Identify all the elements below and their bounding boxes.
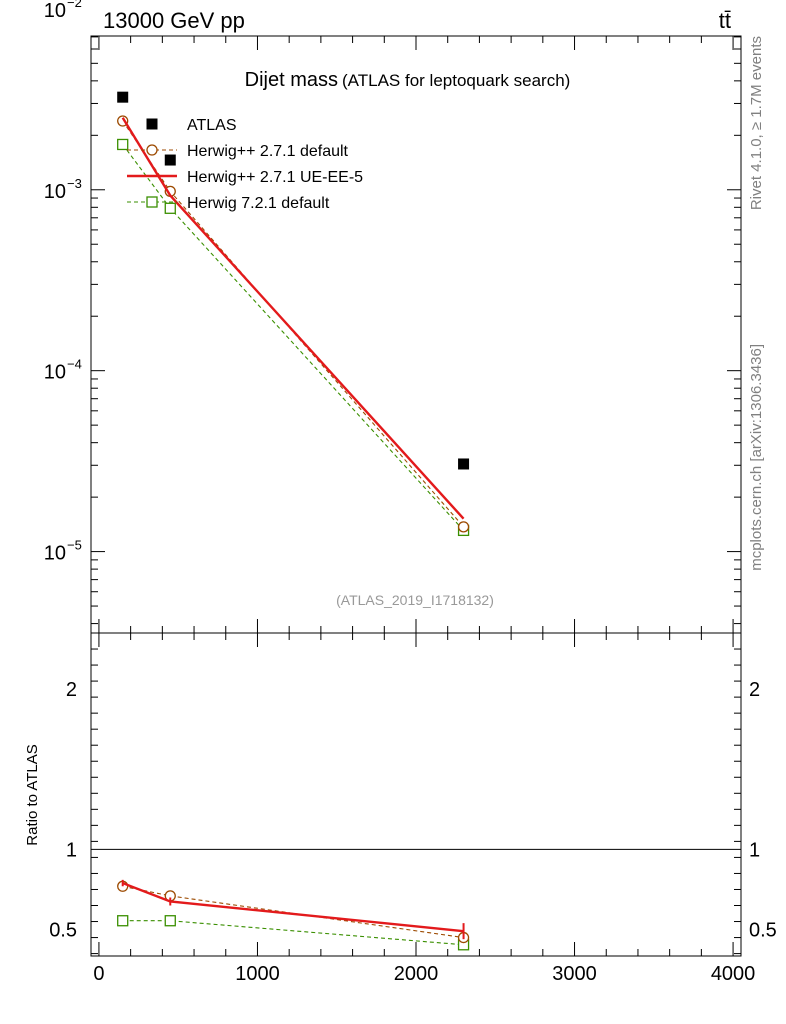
- main-y-tick-exponent: −5: [67, 538, 82, 553]
- main-y-tick-exponent: −4: [67, 357, 82, 372]
- legend-label-herwig-2-7-1-ue-ee-5: Herwig++ 2.7.1 UE-EE-5: [187, 169, 363, 186]
- rivet-version-label: Rivet 4.1.0, ≥ 1.7M events: [748, 36, 765, 210]
- main-y-tick-exponent: −3: [67, 176, 82, 191]
- herwig-7-2-1-default-ratio-point: [117, 915, 129, 927]
- chart-subtitle: (ATLAS for leptoquark search): [342, 71, 570, 90]
- analysis-id: (ATLAS_2019_I1718132): [336, 592, 494, 608]
- main-y-tick-label: 10: [44, 0, 66, 22]
- herwig-2-7-1-default-point: [457, 521, 470, 533]
- legend: ATLAS Herwig++ 2.7.1 default Herwig++ 2.7.…: [127, 117, 363, 212]
- herwig-7-2-1-default-ratio-line: [122, 920, 464, 946]
- x-tick-label: 3000: [552, 963, 597, 985]
- ratio-y-tick-label-left: 0.5: [49, 920, 77, 942]
- x-tick-label: 4000: [711, 963, 756, 985]
- ratio-y-tick-label-left: 1: [66, 839, 77, 861]
- atlas-point: [458, 458, 470, 470]
- ratio-ylabel: Ratio to ATLAS: [24, 744, 41, 845]
- chart-title: Dijet mass: [245, 69, 338, 91]
- energy-label: 13000 GeV pp: [103, 8, 245, 33]
- main-y-tick-label: 10: [44, 362, 66, 384]
- x-tick-label: 0: [93, 963, 104, 985]
- legend-marker-herwig-2-7-1-default: [146, 144, 158, 156]
- ratio-y-tick-label-right: 1: [749, 839, 760, 861]
- atlas-point: [117, 91, 129, 103]
- main-y-tick-label: 10: [44, 543, 66, 565]
- herwig-7-2-1-default-point: [164, 202, 176, 214]
- legend-label-herwig-2-7-1-default: Herwig++ 2.7.1 default: [187, 143, 349, 160]
- legend-marker-herwig-7-2-1-default: [146, 196, 158, 208]
- legend-marker-atlas: [146, 118, 158, 130]
- ratio-y-tick-label-right: 2: [749, 679, 760, 701]
- herwig-2-7-1-ue-ee-5-line: [121, 117, 465, 520]
- x-tick-label: 2000: [394, 963, 439, 985]
- mcplots-label: mcplots.cern.ch [arXiv:1306.3436]: [748, 344, 765, 571]
- process-label: tt̄: [719, 8, 731, 33]
- herwig-7-2-1-default-point: [117, 138, 129, 151]
- main-y-tick-label: 10: [44, 181, 66, 203]
- ratio-y-tick-label-right: 0.5: [749, 920, 777, 942]
- main-panel: 10−510−410−310−2 Dijet mass (ATLAS for l…: [44, 0, 742, 634]
- x-tick-label: 1000: [235, 963, 280, 985]
- ratio-y-tick-label-left: 2: [66, 679, 77, 701]
- legend-label-herwig-7-2-1-default: Herwig 7.2.1 default: [187, 195, 330, 212]
- atlas-point: [164, 154, 176, 166]
- herwig-7-2-1-default-ratio-point: [164, 915, 176, 927]
- main-y-tick-exponent: −2: [67, 0, 82, 10]
- legend-label-atlas: ATLAS: [187, 117, 237, 134]
- ratio-panel: 0.5 0.5 1 1 2 2 Ratio to ATLAS: [24, 632, 777, 957]
